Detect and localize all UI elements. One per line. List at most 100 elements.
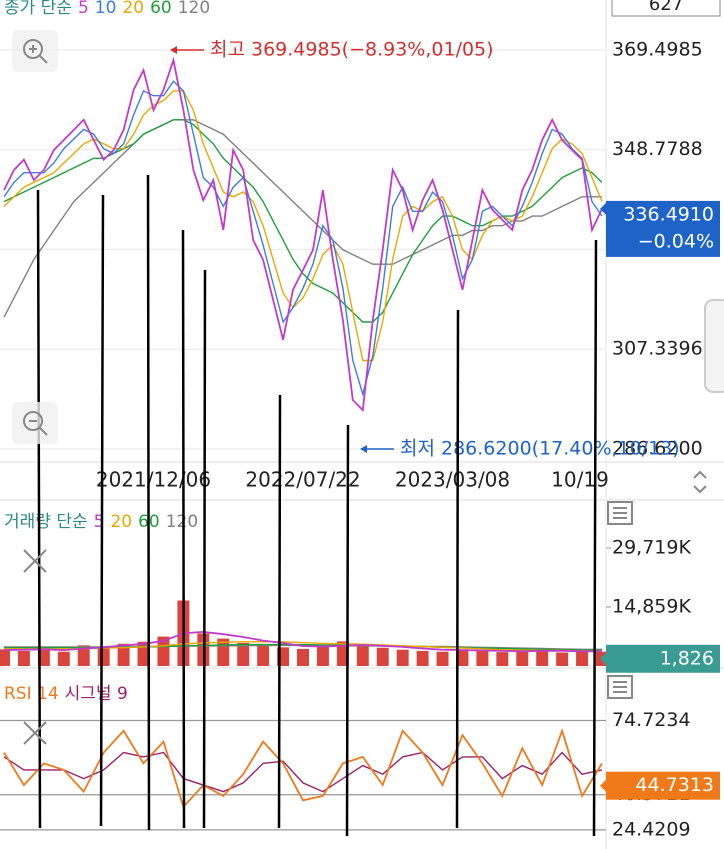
legend-entry: 5 <box>94 512 105 532</box>
volume-bar <box>476 650 489 666</box>
volume-bar <box>157 636 170 666</box>
x-tick-label: 2022/07/22 <box>245 468 360 492</box>
current-value-pointer <box>600 650 608 667</box>
drawn-line <box>202 269 207 829</box>
series-line <box>3 727 603 809</box>
zoom-out-icon <box>29 420 48 436</box>
volume-bar <box>97 646 110 666</box>
legend-entry: 120 <box>178 0 210 18</box>
y-tick-label: 29,719K <box>612 537 691 559</box>
series-line <box>3 119 602 318</box>
volume-bar <box>336 641 349 666</box>
y-tick-label: 307.3396 <box>612 338 703 360</box>
volume-bar <box>77 645 90 666</box>
volume-bar <box>17 650 30 666</box>
volume-bar <box>416 650 429 666</box>
x-tick-label: 10/19 <box>551 468 609 492</box>
menu-icon <box>613 681 627 693</box>
annotation: 최고 369.4985(−8.93%,01/05) <box>210 38 494 60</box>
zoom-out-button[interactable] <box>12 402 58 444</box>
y-tick-label: 369.4985 <box>612 38 703 60</box>
drawn-lines <box>36 174 598 837</box>
volume-bar <box>356 644 369 666</box>
volume-bar <box>376 647 389 666</box>
drawn-line <box>36 189 42 829</box>
legend: 종가 단순 5 10 20 60 120 <box>4 0 210 18</box>
x-tick-label: 2021/12/06 <box>96 468 211 492</box>
side-tab[interactable] <box>704 299 724 393</box>
zoom-in-icon <box>29 45 48 64</box>
legend: 거래량 단순52060120 <box>4 512 198 532</box>
change-value: −0.04% <box>638 230 714 252</box>
y-tick-label: 286.6200 <box>612 438 703 460</box>
volume-bar <box>297 648 309 666</box>
overlay <box>12 30 724 837</box>
volume-bar <box>496 652 509 666</box>
volume-bar <box>556 652 569 666</box>
icons <box>12 30 724 745</box>
current-value-pointer <box>600 777 608 794</box>
legend: RSI 14 시그널 9 <box>4 684 128 704</box>
drawn-line <box>592 239 598 837</box>
series-line <box>3 80 603 397</box>
volume-bar <box>576 650 589 666</box>
series-line <box>3 56 603 413</box>
legend-title: 거래량 단순 <box>4 512 88 532</box>
current-value: 336.4910 <box>623 203 714 225</box>
volume-bar <box>117 643 130 666</box>
legend-entry: 20 <box>110 512 132 532</box>
volume-bar <box>57 651 70 666</box>
drawn-line <box>455 309 460 829</box>
zoom-out-icon <box>23 411 43 431</box>
drawn-line <box>146 174 151 831</box>
close-rsi-icon[interactable] <box>23 721 47 745</box>
drawn-line <box>277 394 282 829</box>
legend-entry: RSI 14 <box>4 684 59 704</box>
legend-entry: 20 <box>122 0 144 18</box>
volume-bar <box>316 645 329 666</box>
volume-bar <box>0 649 10 666</box>
volume-bar <box>257 645 270 666</box>
volume-bar <box>536 649 549 666</box>
current-value-pointer <box>600 200 608 217</box>
volume-bar <box>277 647 290 666</box>
zoom-in-button[interactable] <box>12 30 58 72</box>
series-line <box>3 630 602 653</box>
current-value: 1,826 <box>660 647 714 669</box>
menu-icon <box>613 507 627 519</box>
volume-bar <box>217 638 230 666</box>
close-volume-icon[interactable] <box>23 549 47 573</box>
current-value-tag <box>606 644 720 673</box>
legend-entry: 5 <box>78 0 89 18</box>
legend-entry: 10 <box>95 0 117 18</box>
volume-bar <box>237 642 250 666</box>
annotation-arrowhead <box>360 445 367 454</box>
y-tick-label: 74.7234 <box>612 709 691 731</box>
current-value-tag <box>606 771 720 800</box>
y-tick-label: 14,859K <box>612 596 691 618</box>
current-value: 44.7313 <box>635 774 714 796</box>
zoom-in-icon <box>23 39 43 59</box>
top-value-box <box>611 0 721 17</box>
drawn-line <box>345 424 350 837</box>
volume-bar <box>137 641 150 666</box>
volume-bar <box>516 651 529 666</box>
legend-title: 종가 단순 <box>4 0 72 18</box>
current-value-tag <box>606 200 720 257</box>
volume-bar <box>37 648 50 666</box>
drawn-line <box>99 194 105 827</box>
volume-bar <box>396 649 409 666</box>
axis-toggle[interactable] <box>693 470 707 494</box>
x-tick-label: 2023/03/08 <box>395 468 510 492</box>
legend-entry: 60 <box>150 0 172 18</box>
volume-bar <box>456 649 469 666</box>
top-value: 627 <box>649 0 683 15</box>
legend-entry: 120 <box>166 512 198 532</box>
annotation: 최저 286.6200(17.40%,10/13) <box>400 438 680 460</box>
y-tick-label: 348.7788 <box>612 138 703 160</box>
annotation-arrowhead <box>170 45 177 54</box>
legend-entry: 시그널 9 <box>65 684 128 704</box>
series-line <box>3 751 603 793</box>
